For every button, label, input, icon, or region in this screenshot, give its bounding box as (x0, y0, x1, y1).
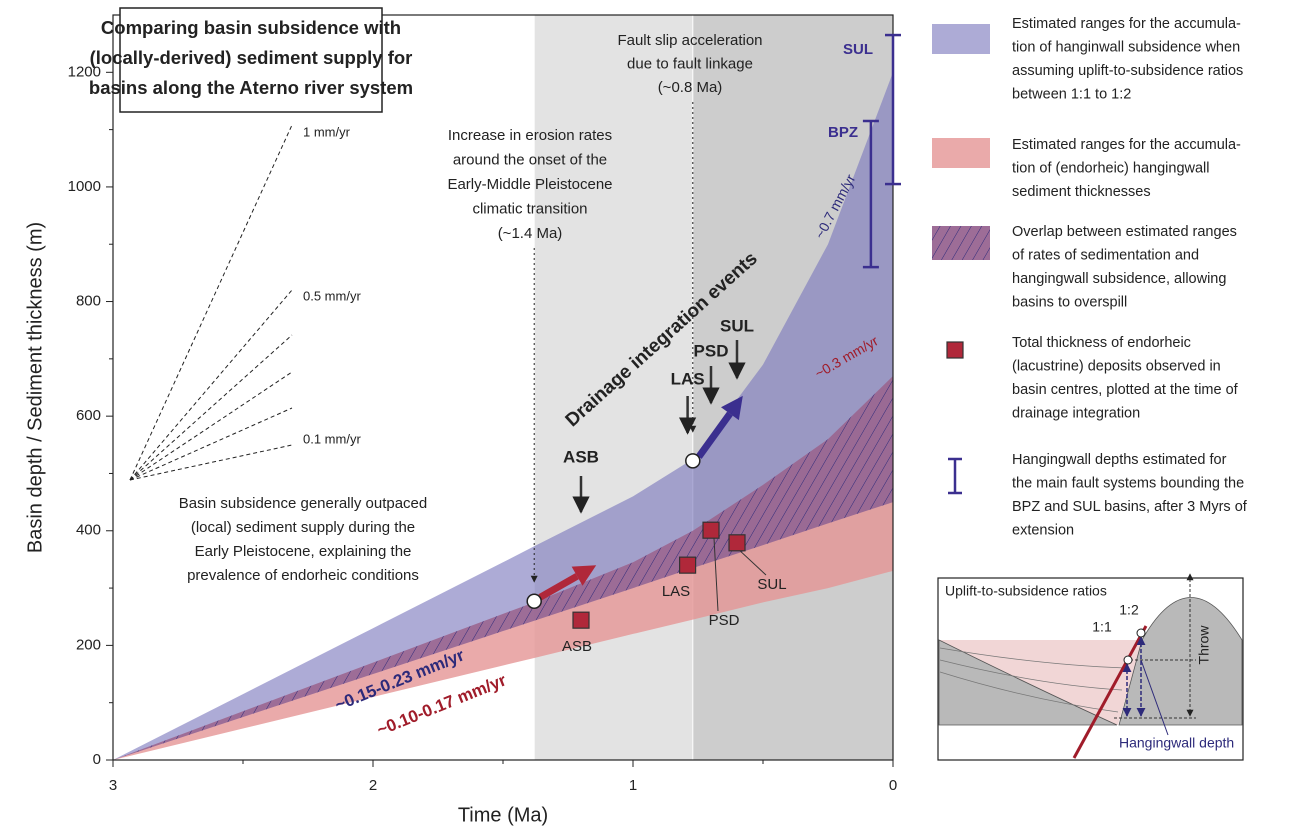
x-tick-label: 0 (889, 777, 897, 794)
y-axis-title: Basin depth / Sediment thickness (m) (24, 222, 46, 553)
x-axis-title: Time (Ma) (458, 804, 548, 826)
figure: 0200400600800100012003210Time (Ma)Basin … (0, 0, 1297, 834)
legend-text: hangingwall subsidence, allowing (1012, 271, 1226, 287)
legend-text: tion of hanginwall subsidence when (1012, 39, 1240, 55)
legend-text: the main fault systems bounding the (1012, 475, 1244, 491)
chart-title: (locally-derived) sediment supply for (90, 47, 413, 68)
rate-line (130, 125, 292, 480)
legend-text: of rates of sedimentation and (1012, 247, 1199, 263)
legend-symbol (932, 226, 990, 260)
range-label: BPZ (828, 124, 858, 141)
legend-text: Hangingwall depths estimated for (1012, 452, 1227, 468)
x-tick-label: 1 (629, 777, 637, 794)
sediment-point (573, 612, 589, 628)
sediment-point (729, 535, 745, 551)
y-tick-label: 400 (76, 522, 101, 539)
inset-label: 1:2 (1119, 602, 1139, 618)
rate-fan (130, 125, 292, 480)
rate-line (130, 290, 292, 480)
annotation: Early Pleistocene, explaining the (195, 543, 412, 560)
fan-label: 0.5 mm/yr (303, 288, 361, 303)
range-label: SUL (843, 41, 873, 58)
point-label: LAS (662, 583, 690, 600)
fan-label: 1 mm/yr (303, 124, 351, 139)
legend-text: (lacustrine) deposits observed in (1012, 358, 1221, 374)
inset-label: Throw (1196, 625, 1212, 665)
transition-marker (527, 594, 541, 608)
legend-text: basins to overspill (1012, 294, 1127, 310)
annotation: (local) sediment supply during the (191, 519, 415, 536)
event-label: LAS (671, 369, 705, 388)
inset-label: 1:1 (1092, 619, 1112, 635)
legend-text: assuming uplift-to-subsidence ratios (1012, 63, 1243, 79)
rate-line (130, 335, 292, 480)
chart-title: Comparing basin subsidence with (101, 17, 401, 38)
inset-point (1124, 656, 1132, 664)
rate-line (130, 408, 292, 480)
legend-symbol (932, 24, 990, 54)
event-label: PSD (694, 341, 729, 360)
y-tick-label: 0 (93, 751, 101, 768)
annotation: Basin subsidence generally outpaced (179, 495, 428, 512)
annotation: climatic transition (472, 200, 587, 217)
fan-label: 0.1 mm/yr (303, 431, 361, 446)
legend-text: BPZ and SUL basins, after 3 Myrs of (1012, 499, 1248, 515)
annotation: Early-Middle Pleistocene (447, 176, 612, 193)
annotation: Increase in erosion rates (448, 127, 612, 144)
annotation: around the onset of the (453, 151, 607, 168)
y-tick-label: 800 (76, 293, 101, 310)
legend-text: tion of (endorheic) hangingwall (1012, 160, 1210, 176)
inset-title: Uplift-to-subsidence ratios (945, 583, 1107, 599)
annotation: due to fault linkage (627, 55, 753, 72)
inset: Uplift-to-subsidence ratios 1:1 1:2 Thro… (938, 574, 1243, 760)
annotation: (~0.8 Ma) (658, 79, 723, 96)
sediment-point (703, 522, 719, 538)
event-label: SUL (720, 316, 754, 335)
legend-text: Estimated ranges for the accumula- (1012, 16, 1241, 32)
y-tick-label: 1000 (68, 178, 101, 195)
y-tick-label: 600 (76, 407, 101, 424)
legend-text: Total thickness of endorheic (1012, 335, 1191, 351)
sediment-point (680, 557, 696, 573)
inset-label: Hangingwall depth (1119, 735, 1234, 751)
legend-text: Estimated ranges for the accumula- (1012, 137, 1241, 153)
legend-text: Overlap between estimated ranges (1012, 224, 1237, 240)
annotation: prevalence of endorheic conditions (187, 567, 419, 584)
rate-line (130, 445, 292, 480)
inset-point (1137, 629, 1145, 637)
legend-text: extension (1012, 522, 1074, 538)
x-tick-label: 3 (109, 777, 117, 794)
legend-text: between 1:1 to 1:2 (1012, 86, 1131, 102)
chart-title: basins along the Aterno river system (89, 77, 413, 98)
legend-symbol (932, 138, 990, 168)
legend-text: basin centres, plotted at the time of (1012, 382, 1239, 398)
event-label: ASB (563, 447, 599, 466)
legend-symbol (947, 342, 963, 358)
x-tick-label: 2 (369, 777, 377, 794)
legend-text: drainage integration (1012, 405, 1140, 421)
transition-marker (686, 454, 700, 468)
point-label: PSD (709, 612, 740, 629)
point-label: SUL (757, 576, 786, 593)
annotation: Fault slip acceleration (617, 32, 762, 49)
y-tick-label: 200 (76, 636, 101, 653)
point-label: ASB (562, 638, 592, 655)
legend-text: sediment thicknesses (1012, 184, 1151, 200)
annotation: (~1.4 Ma) (498, 225, 563, 242)
